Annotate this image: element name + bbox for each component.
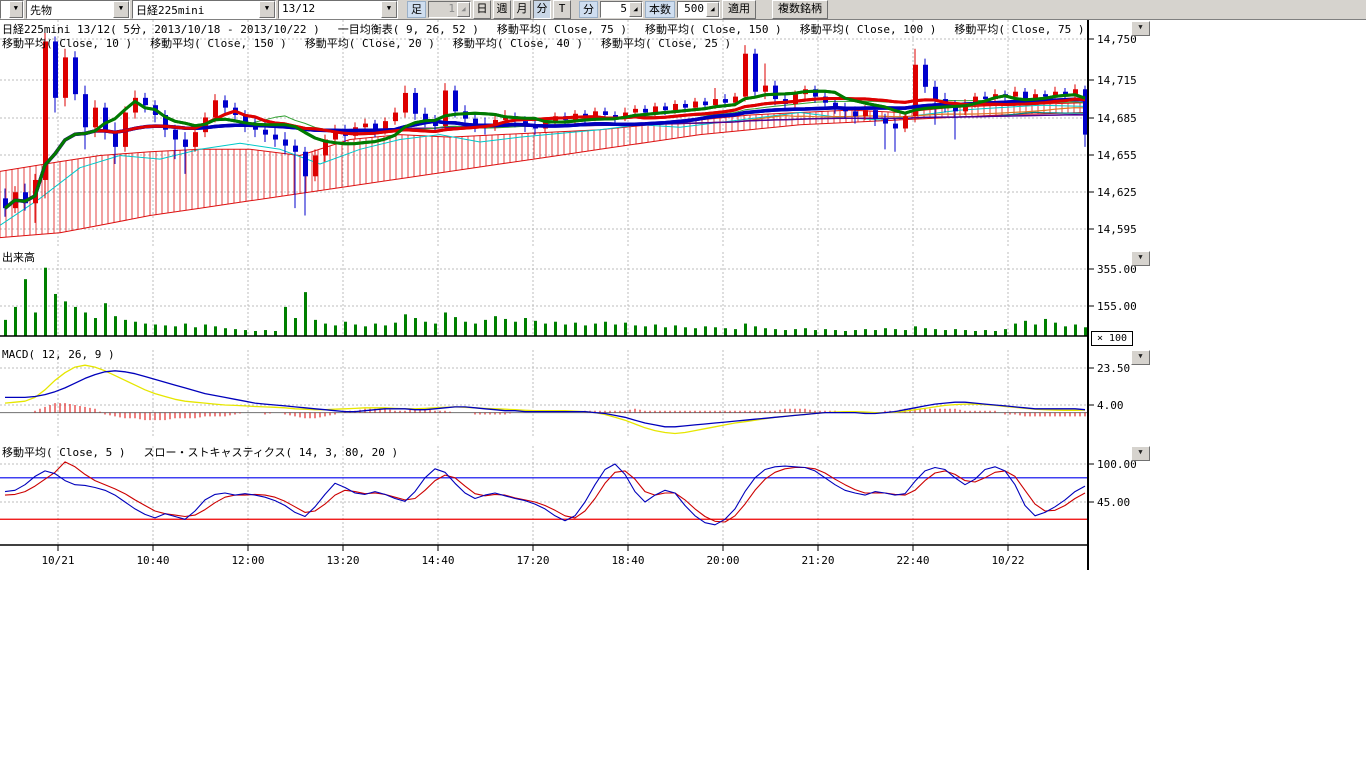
axis-tick-label: 14,625 bbox=[1097, 186, 1137, 199]
axis-tick-label: 100.00 bbox=[1097, 458, 1137, 471]
symbol-select-value: 日経225mini bbox=[136, 4, 205, 17]
chevron-down-icon[interactable]: ▼ bbox=[259, 1, 275, 18]
chevron-down-icon[interactable]: ▼ bbox=[8, 1, 23, 18]
minute-value: 5 bbox=[620, 2, 627, 15]
bar-type-label: 足 bbox=[407, 1, 426, 18]
period-tick-button[interactable]: T bbox=[553, 0, 571, 19]
axis-tick-label: 18:40 bbox=[611, 554, 644, 567]
period-month-button[interactable]: 月 bbox=[513, 0, 531, 19]
axis-tick-label: 10/21 bbox=[41, 554, 74, 567]
macd-pane-dropdown-button[interactable]: ▼ bbox=[1131, 350, 1150, 365]
collapsed-dropdown[interactable]: ▼ bbox=[0, 0, 24, 19]
axis-tick-label: 20:00 bbox=[706, 554, 739, 567]
minute-spinner[interactable]: 5 ◢ bbox=[600, 1, 643, 18]
symbol-select[interactable]: 日経225mini ▼ bbox=[132, 0, 276, 19]
bar-number-spinner[interactable]: 500 ◢ bbox=[677, 1, 720, 18]
minute-label: 分 bbox=[579, 1, 598, 18]
bar-number-value: 500 bbox=[684, 2, 704, 15]
price-pane-dropdown-button[interactable]: ▼ bbox=[1131, 21, 1150, 36]
chevron-down-icon[interactable]: ▼ bbox=[381, 1, 397, 18]
toolbar: ▼ 先物 ▼ 日経225mini ▼ 13/12 ▼ 足 1 ◢ 日 週 月 分 … bbox=[0, 0, 1366, 20]
axis-tick-label: 10/22 bbox=[991, 554, 1024, 567]
axis-tick-label: 14,685 bbox=[1097, 112, 1137, 125]
axis-tick-label: 12:00 bbox=[231, 554, 264, 567]
axis-tick-label: 14,595 bbox=[1097, 223, 1137, 236]
volume-multiplier-badge: × 100 bbox=[1091, 331, 1133, 346]
period-week-button[interactable]: 週 bbox=[493, 0, 511, 19]
axis-tick-label: 14,715 bbox=[1097, 74, 1137, 87]
stoch-pane-dropdown-button[interactable]: ▼ bbox=[1131, 446, 1150, 461]
axis-tick-label: 23.50 bbox=[1097, 362, 1130, 375]
axis-tick-label: 21:20 bbox=[801, 554, 834, 567]
apply-button[interactable]: 適用 bbox=[722, 0, 756, 19]
chevron-down-icon[interactable]: ▼ bbox=[113, 1, 129, 18]
axis-tick-label: 155.00 bbox=[1097, 300, 1137, 313]
market-select-value: 先物 bbox=[30, 4, 52, 17]
axis-tick-label: 14,750 bbox=[1097, 33, 1137, 46]
axis-tick-label: 14:40 bbox=[421, 554, 454, 567]
period-day-button[interactable]: 日 bbox=[473, 0, 491, 19]
spinner-button-icon[interactable]: ◢ bbox=[457, 2, 470, 17]
axis-tick-label: 13:20 bbox=[326, 554, 359, 567]
contract-select[interactable]: 13/12 ▼ bbox=[278, 0, 398, 19]
spinner-button-icon[interactable]: ◢ bbox=[629, 2, 642, 17]
bar-number-label: 本数 bbox=[645, 1, 675, 18]
contract-select-value: 13/12 bbox=[282, 2, 316, 15]
axis-tick-label: 22:40 bbox=[896, 554, 929, 567]
axis-tick-label: 355.00 bbox=[1097, 263, 1137, 276]
bar-count-spinner: 1 ◢ bbox=[428, 1, 471, 18]
market-select[interactable]: 先物 ▼ bbox=[26, 0, 130, 19]
bar-count-value: 1 bbox=[448, 2, 455, 15]
axis-tick-label: 17:20 bbox=[516, 554, 549, 567]
axis-tick-label: 10:40 bbox=[136, 554, 169, 567]
multi-symbol-button[interactable]: 複数銘柄 bbox=[772, 0, 828, 19]
volume-pane-dropdown-button[interactable]: ▼ bbox=[1131, 251, 1150, 266]
period-minute-button[interactable]: 分 bbox=[533, 0, 551, 19]
axis-tick-label: 45.00 bbox=[1097, 496, 1130, 509]
axis-tick-label: 4.00 bbox=[1097, 399, 1124, 412]
spinner-button-icon[interactable]: ◢ bbox=[706, 2, 719, 17]
axis-tick-label: 14,655 bbox=[1097, 149, 1137, 162]
